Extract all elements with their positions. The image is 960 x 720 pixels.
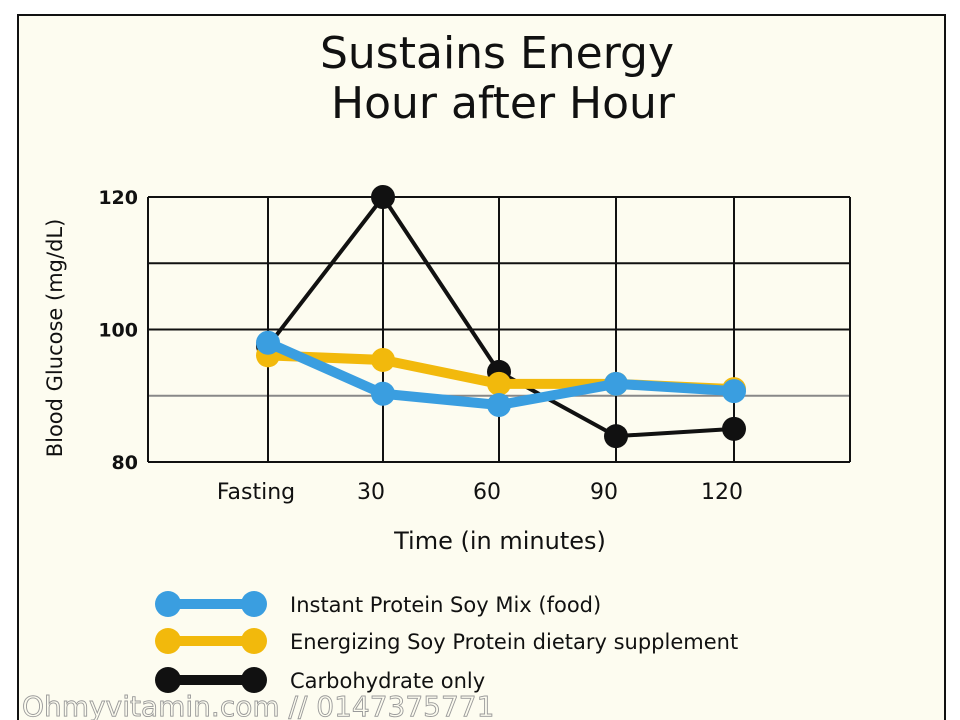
y-tick-label: 120 <box>98 187 138 209</box>
data-point <box>371 185 395 209</box>
chart-title: Sustains Energy <box>320 28 674 79</box>
legend-label: Energizing Soy Protein dietary supplemen… <box>290 630 738 654</box>
legend: Instant Protein Soy Mix (food) Energizing… <box>155 591 738 693</box>
x-tick-label: 60 <box>473 480 501 505</box>
data-point <box>487 371 511 396</box>
watermark: Ohmyvitamin.com // 0147375771 <box>22 690 494 720</box>
legend-swatch-dot <box>155 667 181 693</box>
data-point <box>256 330 280 355</box>
legend-swatch-dot <box>155 628 181 654</box>
legend-label: Carbohydrate only <box>290 669 485 693</box>
x-tick-label: Fasting <box>217 480 295 505</box>
y-tick-labels: 80 100 120 <box>98 187 138 474</box>
x-tick-label: 90 <box>590 480 618 505</box>
legend-swatch-dot <box>241 667 267 693</box>
x-tick-label: 120 <box>701 480 743 505</box>
data-point <box>722 416 746 441</box>
data-point <box>371 381 395 406</box>
y-tick-label: 100 <box>98 320 138 342</box>
series-group <box>256 185 746 449</box>
legend-item: Instant Protein Soy Mix (food) <box>155 591 601 617</box>
grid <box>147 196 851 463</box>
series-0 <box>256 330 746 418</box>
data-point <box>487 393 511 418</box>
legend-label: Instant Protein Soy Mix (food) <box>290 593 601 617</box>
data-point <box>604 371 628 396</box>
data-point <box>604 424 628 449</box>
y-tick-label: 80 <box>112 452 138 474</box>
x-tick-labels: Fasting 30 60 90 120 <box>217 480 743 505</box>
legend-swatch-dot <box>155 591 181 617</box>
x-tick-label: 30 <box>357 480 385 505</box>
legend-swatch-dot <box>241 628 267 654</box>
chart-subtitle: Hour after Hour <box>331 78 676 129</box>
data-point <box>371 347 395 372</box>
y-axis-label: Blood Glucose (mg/dL) <box>43 219 67 458</box>
legend-swatch-dot <box>241 591 267 617</box>
legend-item: Carbohydrate only <box>155 667 485 693</box>
data-point <box>722 379 746 404</box>
x-axis-label: Time (in minutes) <box>393 527 606 555</box>
legend-item: Energizing Soy Protein dietary supplemen… <box>155 628 738 654</box>
